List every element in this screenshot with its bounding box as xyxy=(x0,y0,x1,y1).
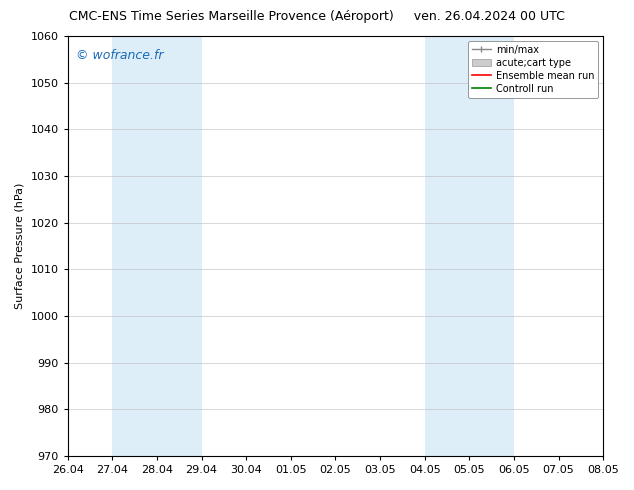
Text: CMC-ENS Time Series Marseille Provence (Aéroport)     ven. 26.04.2024 00 UTC: CMC-ENS Time Series Marseille Provence (… xyxy=(69,10,565,23)
Text: © wofrance.fr: © wofrance.fr xyxy=(75,49,163,62)
Y-axis label: Surface Pressure (hPa): Surface Pressure (hPa) xyxy=(15,183,25,309)
Bar xyxy=(112,36,202,456)
Legend: min/max, acute;cart type, Ensemble mean run, Controll run: min/max, acute;cart type, Ensemble mean … xyxy=(468,41,598,98)
Bar xyxy=(425,36,514,456)
